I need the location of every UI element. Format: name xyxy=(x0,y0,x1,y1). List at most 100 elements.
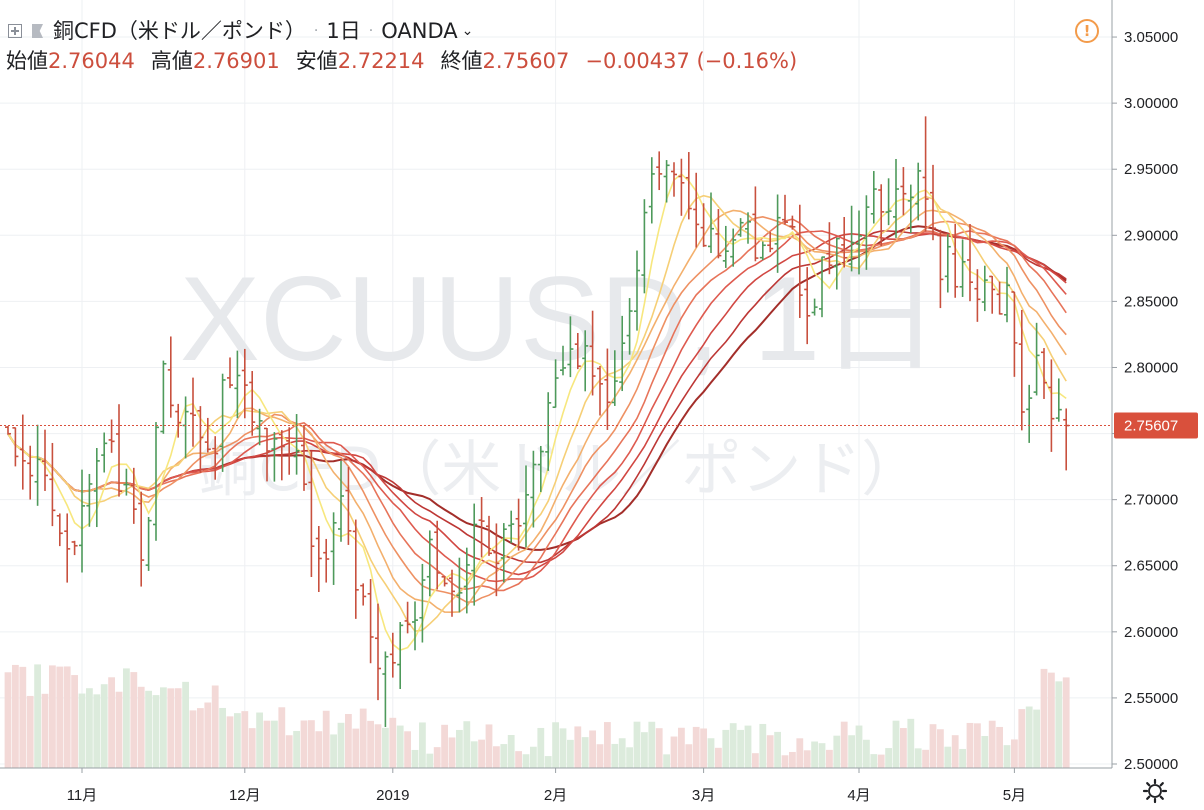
ohlc-bar xyxy=(86,473,93,527)
ohlc-bar xyxy=(160,360,167,434)
volume-bar xyxy=(108,677,115,768)
volume-bar xyxy=(507,735,515,768)
ohlc-bar xyxy=(611,350,618,406)
ohlc-bar xyxy=(545,392,552,471)
ohlc-bar xyxy=(796,204,803,318)
price-tick-label: 2.50000 xyxy=(1124,756,1178,773)
volume-bar xyxy=(1040,668,1048,768)
volume-bar xyxy=(174,688,182,768)
volume-bar xyxy=(285,735,293,768)
volume-bar xyxy=(892,720,900,768)
compare-plus-icon[interactable] xyxy=(8,24,22,38)
volume-bar xyxy=(271,720,278,768)
ohlc-bar xyxy=(885,178,892,226)
ohlc-bar xyxy=(315,525,322,592)
ohlc-bar xyxy=(648,157,655,224)
volume-bar xyxy=(115,691,123,768)
ohlc-bar xyxy=(330,512,337,585)
volume-bar xyxy=(929,724,937,768)
ohlc-bar xyxy=(190,377,196,447)
volume-bar xyxy=(419,722,426,768)
last-price-tag-value: 2.75607 xyxy=(1124,418,1178,435)
price-axis[interactable]: 3.05000 3.00000 2.95000 2.90000 2.85000 2.800… xyxy=(1112,29,1178,773)
volume-bar xyxy=(833,735,841,768)
volume-bar xyxy=(19,666,27,768)
ohlc-bar xyxy=(5,426,11,435)
close-value: 2.75607 xyxy=(482,49,570,73)
volume-bar xyxy=(263,720,271,768)
volume-bar xyxy=(211,685,219,768)
alert-icon[interactable]: ! xyxy=(1075,19,1099,43)
volume-bar xyxy=(707,738,715,768)
ohlc-bar xyxy=(900,167,907,216)
volume-bar xyxy=(389,717,397,768)
interval-label[interactable]: 1日 xyxy=(326,19,361,43)
volume-bar xyxy=(41,693,49,768)
ohlc-bar xyxy=(589,310,596,396)
volume-bar xyxy=(870,754,878,768)
ohlc-bar xyxy=(841,216,848,268)
volume-bar xyxy=(641,732,648,768)
ohlc-bar xyxy=(1011,291,1018,377)
ohlc-bar xyxy=(700,203,707,247)
volume-bar xyxy=(1062,677,1070,768)
volume-bar xyxy=(900,728,907,768)
ohlc-bar xyxy=(1048,359,1055,452)
volume-bar xyxy=(966,722,974,768)
ohlc-bar xyxy=(167,336,174,418)
volume-bar xyxy=(330,734,337,768)
ohlc-bar xyxy=(471,503,478,606)
ohlc-bar xyxy=(138,491,145,587)
ohlc-bar xyxy=(989,275,996,314)
volume-bar xyxy=(396,725,404,768)
ohlc-bar xyxy=(552,359,559,409)
ohlc-bar xyxy=(493,523,500,597)
ohlc-bar xyxy=(486,515,492,556)
ohlc-bar xyxy=(634,250,640,331)
ohlc-bar xyxy=(101,432,108,473)
ohlc-bar xyxy=(715,209,722,259)
volume-bar xyxy=(692,726,700,768)
ohlc-bar xyxy=(1055,378,1062,422)
ohlc-bar xyxy=(759,241,766,261)
gear-icon[interactable] xyxy=(1142,778,1168,804)
volume-bar xyxy=(522,754,530,768)
ma-line xyxy=(7,173,1067,651)
exchange-label[interactable]: OANDA xyxy=(381,19,458,43)
time-tick-label: 2019 xyxy=(376,787,409,804)
ohlc-bar xyxy=(441,576,448,587)
ohlc-bar xyxy=(145,516,152,571)
ohlc-bar xyxy=(641,199,648,294)
volume-bar xyxy=(189,710,197,768)
symbol-row: 銅CFD（米ドル／ポンド） · 1日 · OANDA ⌄ xyxy=(6,16,1096,46)
ohlc-bar xyxy=(574,333,581,370)
volume-bar xyxy=(100,684,108,768)
ohlc-bar xyxy=(375,603,381,701)
volume-bar xyxy=(404,731,411,768)
ohlc-bar xyxy=(123,468,130,496)
ma-line xyxy=(7,215,1067,604)
symbol-name[interactable]: 銅CFD（米ドル／ポンド） xyxy=(53,19,306,43)
chevron-down-icon[interactable]: ⌄ xyxy=(461,23,474,39)
ohlc-bar xyxy=(833,237,840,290)
flag-icon xyxy=(32,24,43,38)
price-tick-label: 2.80000 xyxy=(1124,359,1178,376)
volume-bar xyxy=(818,743,826,768)
ohlc-bar xyxy=(626,298,633,355)
volume-bar xyxy=(4,672,12,768)
price-tick-label: 2.90000 xyxy=(1124,227,1178,244)
ohlc-bar xyxy=(42,429,48,491)
volume-bar xyxy=(167,688,175,768)
ohlc-bar xyxy=(271,432,278,482)
volume-bar xyxy=(604,722,611,768)
volume-bar xyxy=(552,722,559,768)
time-axis[interactable]: 11月 12月 2019 2月 3月 4月 5月 xyxy=(67,768,1026,804)
ohlc-bar xyxy=(264,427,270,482)
volume-bar xyxy=(670,736,678,768)
ohlc-bar xyxy=(560,345,566,376)
watermark-ticker: XCUUSD, 1日 xyxy=(180,252,940,386)
ohlc-bar xyxy=(1041,348,1047,399)
ohlc-bar xyxy=(338,460,344,542)
ohlc-bar xyxy=(582,330,589,392)
